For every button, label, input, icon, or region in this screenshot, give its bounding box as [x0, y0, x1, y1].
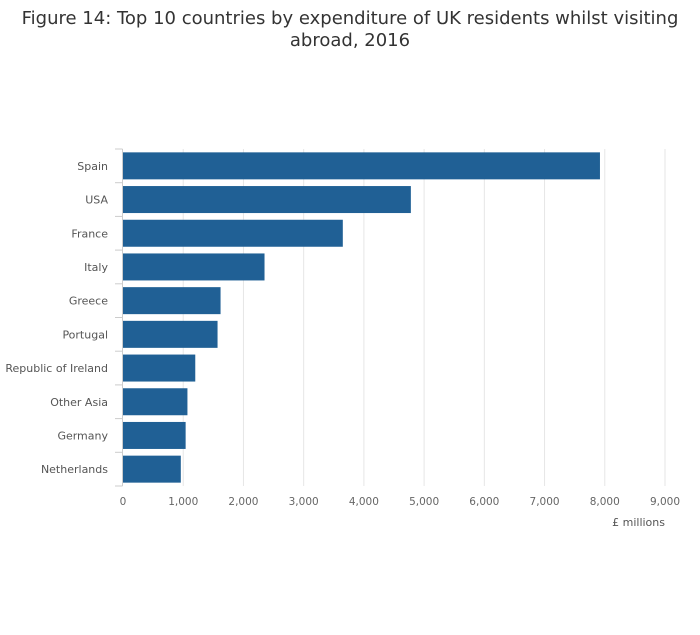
x-tick-label: 0 — [120, 496, 127, 508]
bar-france — [123, 219, 343, 247]
bar-netherlands — [123, 455, 181, 483]
category-label: Portugal — [62, 328, 108, 341]
category-label: Greece — [69, 295, 108, 308]
chart-title: Figure 14: Top 10 countries by expenditu… — [21, 8, 679, 51]
bar-usa — [123, 186, 411, 214]
x-axis-title: £ millions — [612, 516, 665, 529]
x-tick-label: 8,000 — [590, 496, 620, 508]
bar-other-asia — [123, 388, 188, 416]
category-label: Spain — [77, 160, 108, 173]
x-tick-label: 9,000 — [650, 496, 680, 508]
category-label: Netherlands — [41, 463, 108, 476]
category-label: Other Asia — [50, 396, 108, 409]
bar-italy — [123, 253, 265, 281]
category-label: Republic of Ireland — [5, 362, 108, 375]
bar-germany — [123, 421, 186, 449]
bar-portugal — [123, 320, 218, 348]
bar-republic-of-ireland — [123, 354, 196, 382]
category-label: Germany — [57, 429, 108, 442]
bar-spain — [123, 152, 600, 180]
x-tick-label: 2,000 — [228, 496, 258, 508]
x-tick-label: 7,000 — [530, 496, 560, 508]
x-tick-label: 1,000 — [168, 496, 198, 508]
x-tick-label: 4,000 — [349, 496, 379, 508]
x-tick-label: 6,000 — [469, 496, 499, 508]
x-tick-label: 3,000 — [289, 496, 319, 508]
category-label: France — [71, 227, 108, 240]
x-tick-label: 5,000 — [409, 496, 439, 508]
category-label: USA — [85, 194, 108, 207]
bar-greece — [123, 287, 221, 315]
category-label: Italy — [84, 261, 108, 274]
